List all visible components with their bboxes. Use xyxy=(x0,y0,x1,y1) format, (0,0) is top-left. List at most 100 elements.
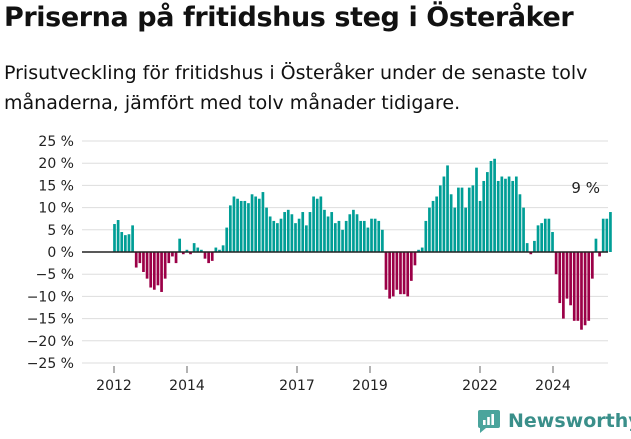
newsworthy-logo[interactable]: Newsworthy xyxy=(476,407,631,435)
bar xyxy=(572,252,576,321)
bar xyxy=(449,194,453,252)
bar xyxy=(131,225,134,252)
bar xyxy=(276,223,279,252)
bar xyxy=(475,167,478,252)
y-axis-tick-labels: 25 % 20 % 15 % 10 % 5 % 0 % −5 % −10 % −15 % −20 … xyxy=(27,134,74,372)
bar xyxy=(402,252,406,295)
bar xyxy=(435,196,439,252)
bar xyxy=(174,252,178,264)
bar xyxy=(562,252,565,319)
bar xyxy=(399,252,402,295)
bar xyxy=(221,245,225,252)
bar xyxy=(428,207,431,252)
bar xyxy=(587,252,591,321)
bar xyxy=(373,218,377,252)
bar xyxy=(152,252,156,290)
bar xyxy=(308,212,312,252)
bar xyxy=(493,158,496,252)
bar xyxy=(580,252,583,330)
bar xyxy=(185,249,189,252)
bar xyxy=(232,196,236,252)
x-tick-label: 2014 xyxy=(169,378,205,394)
x-tick-label: 2019 xyxy=(352,378,388,394)
bar xyxy=(518,194,522,252)
bar xyxy=(424,220,428,252)
bar xyxy=(236,198,239,252)
chart-subtitle: Prisutveckling för fritidshus i Österåke… xyxy=(4,62,588,114)
bar xyxy=(384,252,388,290)
bar xyxy=(192,243,196,252)
bar xyxy=(442,176,446,252)
bar xyxy=(525,243,529,252)
bar xyxy=(344,220,348,252)
bars xyxy=(113,158,612,330)
bar xyxy=(315,198,319,252)
brand-name: Newsworthy xyxy=(508,410,631,432)
bar xyxy=(496,180,500,252)
bar xyxy=(330,212,334,252)
bar xyxy=(543,218,547,252)
bar xyxy=(189,252,192,255)
bar xyxy=(142,252,145,272)
bar xyxy=(294,223,297,252)
bar xyxy=(124,235,127,252)
bar xyxy=(312,196,315,252)
bar xyxy=(138,252,142,264)
newsworthy-chart-icon xyxy=(478,410,500,433)
bar xyxy=(171,252,174,257)
bar xyxy=(482,180,486,252)
bar xyxy=(359,220,363,252)
y-tick-label: 0 % xyxy=(47,245,74,261)
y-tick-label: −15 % xyxy=(27,312,74,328)
bar xyxy=(377,220,381,252)
bar xyxy=(247,203,250,252)
chart-title: Priserna på fritidshus steg i Österåker xyxy=(4,2,574,33)
bar xyxy=(446,165,449,252)
y-tick-label: −5 % xyxy=(36,267,74,283)
bar xyxy=(598,252,601,257)
y-tick-label: −10 % xyxy=(27,289,74,305)
bar xyxy=(362,220,366,252)
bar xyxy=(301,212,305,252)
bar xyxy=(554,252,558,275)
y-tick-label: 10 % xyxy=(38,201,74,217)
bar xyxy=(160,252,163,292)
bar xyxy=(457,187,460,252)
bar xyxy=(486,172,489,252)
bar xyxy=(467,187,471,252)
bar xyxy=(453,207,457,252)
bar xyxy=(569,252,572,306)
bar xyxy=(326,216,330,252)
bar xyxy=(609,212,612,252)
bar xyxy=(540,223,544,252)
bar xyxy=(522,207,525,252)
bar xyxy=(218,249,221,252)
bar xyxy=(207,252,210,264)
bar xyxy=(225,227,229,252)
y-tick-label: 25 % xyxy=(38,134,74,150)
x-axis-ticks: 2012 2014 2017 2019 2022 2024 xyxy=(96,366,571,394)
bar xyxy=(413,252,417,266)
y-tick-label: −25 % xyxy=(27,356,74,372)
bar xyxy=(438,185,442,252)
bar xyxy=(272,220,276,252)
bar xyxy=(395,252,399,290)
bar xyxy=(120,232,124,252)
bar xyxy=(583,252,587,326)
bar xyxy=(210,252,214,261)
bar xyxy=(319,196,323,252)
x-tick-label: 2012 xyxy=(96,378,132,394)
bar xyxy=(536,225,540,252)
bar xyxy=(283,212,286,252)
bar xyxy=(366,227,370,252)
bar xyxy=(406,252,410,297)
bar xyxy=(514,176,518,252)
bar xyxy=(355,214,359,252)
bar xyxy=(200,249,203,252)
bar xyxy=(163,252,167,279)
bar xyxy=(243,200,247,252)
bar xyxy=(145,252,149,279)
bar xyxy=(417,249,420,252)
y-tick-label: 5 % xyxy=(47,223,74,239)
